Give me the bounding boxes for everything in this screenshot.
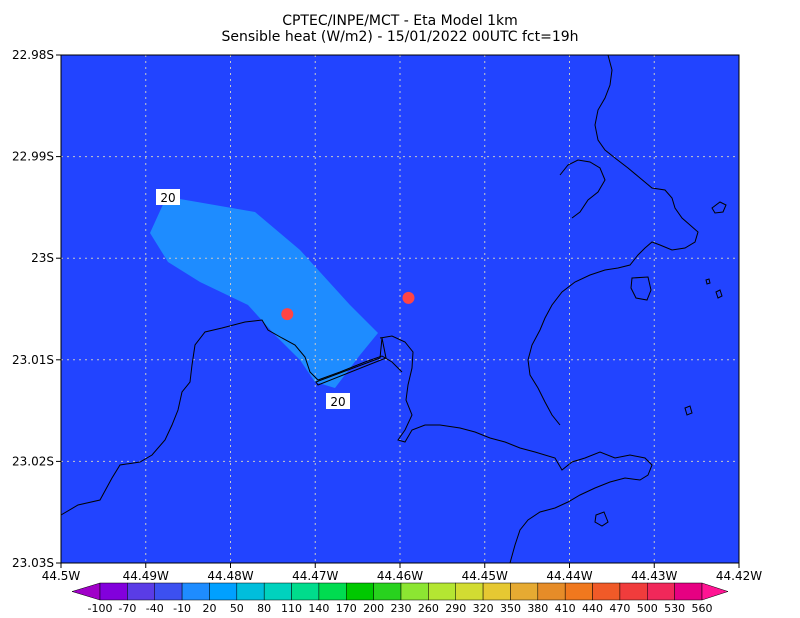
colorbar-segment — [674, 582, 703, 601]
colorbar-label: 20 — [202, 602, 216, 615]
colorbar-label: 110 — [281, 602, 302, 615]
colorbar-segment — [209, 582, 238, 601]
colorbar-label: 200 — [363, 602, 384, 615]
y-tick-label: 23S — [31, 251, 54, 265]
colorbar-segment — [400, 582, 429, 601]
colorbar-label: 410 — [555, 602, 576, 615]
colorbar-label: 470 — [609, 602, 630, 615]
x-tick-label: 44.48W — [207, 569, 253, 583]
station-points — [281, 291, 415, 321]
y-tick-label: 22.99S — [12, 150, 54, 164]
grid-lines — [61, 55, 739, 563]
contour-region-20 — [150, 199, 378, 388]
island-3 — [684, 405, 693, 416]
colorbar-label: 170 — [336, 602, 357, 615]
island-5 — [715, 289, 723, 299]
colorbar-segment — [619, 582, 648, 601]
contour-label-2: 20 — [330, 395, 345, 409]
colorbar-segment — [455, 582, 484, 601]
colorbar-label: 350 — [500, 602, 521, 615]
x-tick-label: 44.42W — [716, 569, 762, 583]
colorbar-label: 500 — [637, 602, 658, 615]
colorbar-label: 260 — [418, 602, 439, 615]
coastline-peninsula — [379, 335, 653, 564]
x-tick-label: 44.46W — [377, 569, 423, 583]
contour-label-box-1 — [156, 189, 180, 205]
x-tick-label: 44.47W — [292, 569, 338, 583]
colorbar-segment — [510, 582, 539, 601]
colorbar-segment — [428, 582, 456, 601]
island-4 — [594, 511, 609, 527]
x-tick-label: 44.49W — [123, 569, 169, 583]
colorbar-segment — [346, 582, 374, 601]
coastline-mainland-west — [60, 319, 403, 516]
contour-label-box-2 — [326, 393, 350, 409]
y-tick-label: 23.02S — [12, 454, 54, 468]
y-tick-label: 23.03S — [12, 556, 54, 570]
colorbar-segment — [592, 582, 621, 601]
x-tick-label: 44.5W — [42, 569, 81, 583]
colorbar-segment — [647, 582, 675, 601]
colorbar-segment — [291, 582, 320, 601]
coastline-east — [527, 54, 699, 426]
colorbar-segment — [263, 582, 292, 601]
colorbar-label: -100 — [88, 602, 113, 615]
coastline-pier — [315, 337, 387, 386]
station-point-2 — [402, 291, 415, 304]
colorbar-segment — [99, 582, 128, 601]
colorbar: -100 -70 -40 -10 20 50 80 110 140 170 200 230 260 290… — [71, 582, 729, 615]
y-axis: 22.98S 22.99S 23S 23.01S 23.02S 23.03S — [12, 48, 61, 570]
colorbar-label: 50 — [230, 602, 244, 615]
colorbar-arrow-left — [71, 582, 101, 601]
y-tick-label: 23.01S — [12, 353, 54, 367]
colorbar-label: 380 — [527, 602, 548, 615]
coastline-inlet — [559, 159, 606, 219]
island-2 — [630, 276, 652, 301]
contour-label-1: 20 — [160, 191, 175, 205]
colorbar-segment — [564, 582, 593, 601]
colorbar-label: -70 — [118, 602, 136, 615]
colorbar-segment — [318, 582, 347, 601]
colorbar-label: 230 — [391, 602, 412, 615]
colorbar-label: -40 — [146, 602, 164, 615]
colorbar-label: 530 — [664, 602, 685, 615]
colorbar-segment — [537, 582, 566, 601]
colorbar-label: 140 — [308, 602, 329, 615]
x-tick-label: 44.45W — [462, 569, 508, 583]
colorbar-label: -10 — [173, 602, 191, 615]
chart-title: CPTEC/INPE/MCT - Eta Model 1km — [282, 13, 518, 29]
colorbar-segment — [236, 582, 265, 601]
colorbar-label: 440 — [582, 602, 603, 615]
colorbar-segment — [482, 582, 511, 601]
colorbar-label: 80 — [257, 602, 271, 615]
colorbar-segment — [154, 582, 183, 601]
x-tick-label: 44.43W — [631, 569, 677, 583]
coastline — [60, 54, 727, 564]
contour-labels: 20 20 — [156, 189, 350, 409]
colorbar-label: 560 — [692, 602, 713, 615]
colorbar-segment — [127, 582, 155, 601]
colorbar-label: 290 — [445, 602, 466, 615]
colorbar-segment — [181, 582, 210, 601]
x-tick-label: 44.44W — [546, 569, 592, 583]
y-tick-label: 22.98S — [12, 48, 54, 62]
station-point-1 — [281, 308, 294, 321]
colorbar-arrow-right — [701, 582, 729, 601]
x-axis: 44.5W 44.49W 44.48W 44.47W 44.46W 44.45W 44.44… — [42, 563, 762, 583]
colorbar-segment — [373, 582, 402, 601]
island-6 — [705, 278, 711, 285]
chart-subtitle: Sensible heat (W/m2) - 15/01/2022 00UTC … — [221, 29, 579, 45]
colorbar-label: 320 — [473, 602, 494, 615]
island-1 — [711, 201, 727, 214]
